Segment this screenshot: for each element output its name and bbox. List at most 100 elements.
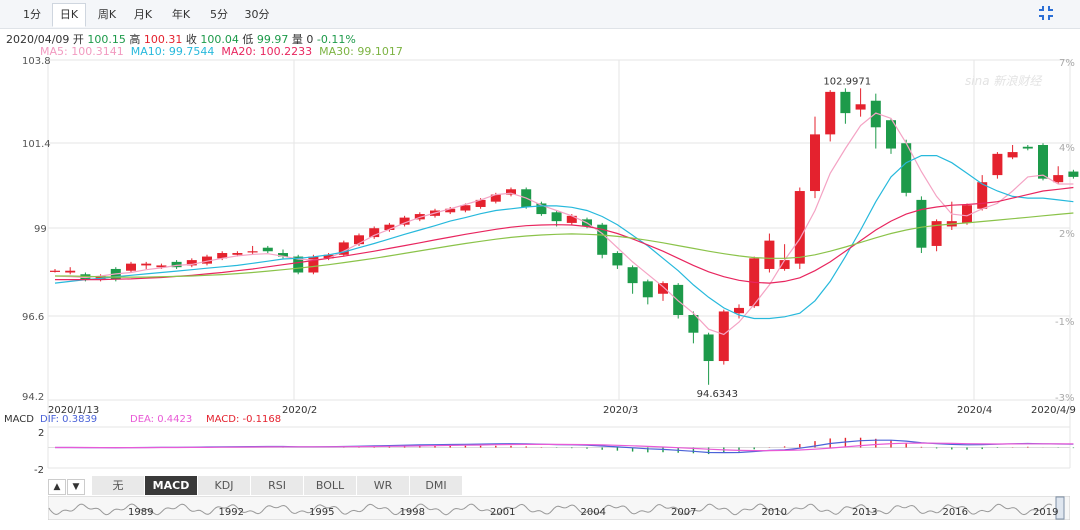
tab-indicator-macd[interactable]: MACD (145, 476, 198, 495)
expand-icon[interactable] (1038, 5, 1054, 21)
candle-body (658, 283, 668, 294)
navigator-year-label: 2019 (1033, 507, 1058, 518)
candle-body (931, 221, 942, 246)
candle-body (825, 91, 836, 135)
candle-body (779, 260, 790, 269)
dea-legend: DEA: 0.4423 (130, 414, 192, 425)
macd-legend: MACD DIF: 0.3839 DEA: 0.4423 MACD: -0.11… (4, 414, 281, 425)
candle-body (536, 203, 547, 215)
volume-value: 0 (306, 33, 314, 46)
candle-body (490, 194, 501, 202)
tab-indicator-kdj[interactable]: KDJ (198, 476, 251, 495)
candle-body (354, 235, 364, 245)
macd-tick-label: 2 (38, 428, 44, 439)
candle-body (141, 263, 152, 266)
candle-body (65, 270, 76, 273)
candle-body (1038, 145, 1048, 179)
x-tick-label: 2020/4/9 (1031, 405, 1076, 416)
navigator-year-label: 2001 (490, 507, 515, 518)
macd-title: MACD (4, 414, 34, 425)
ma20-legend: MA20: 100.2233 (221, 45, 313, 58)
candle-body (126, 263, 136, 271)
candle-body (278, 253, 288, 257)
dif-line (55, 439, 1074, 454)
candle-body (840, 91, 851, 114)
candle-body (399, 217, 410, 225)
volume-label: 量 (291, 33, 303, 46)
macd-value-legend: MACD: -0.1168 (206, 414, 281, 425)
y-tick-label: 94.2 (22, 392, 44, 403)
close-label: 收 (185, 33, 197, 46)
y-tick-label: 99 (34, 224, 47, 235)
navigator-handle[interactable] (1055, 496, 1065, 520)
tab-5min[interactable]: 5分 (210, 8, 228, 21)
candle-body (810, 134, 820, 192)
percent-axis: 7% 4% 2% -1% -3% (1055, 58, 1075, 404)
tab-yearly-k[interactable]: 年K (171, 8, 191, 21)
min-annotation: 94.6343 (697, 389, 738, 400)
candle-body (642, 281, 653, 298)
candle-body (794, 191, 805, 264)
candle-body (688, 315, 699, 333)
range-navigator[interactable]: 1989 1992 1995 1998 2001 2004 2007 2010 2013 2016… (48, 496, 1070, 520)
dea-line (55, 442, 1074, 452)
tab-indicator-rsi[interactable]: RSI (251, 476, 304, 495)
candle-body (369, 228, 380, 238)
candle-body (703, 334, 714, 362)
tab-indicator-wr[interactable]: WR (357, 476, 410, 495)
low-value: 99.97 (256, 33, 289, 46)
candle-body (232, 253, 243, 255)
sina-watermark: sina 新浪财经 (965, 74, 1043, 88)
pct-tick-label: 2% (1059, 229, 1075, 240)
ma-legend: MA5: 100.3141 MA10: 99.7544 MA20: 100.22… (40, 45, 403, 59)
low-label: 低 (242, 33, 254, 46)
change-value: -0.11% (316, 33, 356, 46)
pct-tick-label: 4% (1059, 143, 1075, 154)
macd-panel (48, 437, 1075, 455)
tab-indicator-boll[interactable]: BOLL (304, 476, 357, 495)
high-label: 高 (129, 33, 141, 46)
candle-body (171, 261, 182, 268)
price-axis: 103.8 101.4 99 96.6 94.2 (22, 56, 51, 403)
period-tab-bar: 1分 日K 周K 月K 年K 5分 30分 (0, 0, 1080, 29)
candle-body (1007, 152, 1018, 158)
candle-body (627, 267, 638, 284)
tab-weekly-k[interactable]: 周K (97, 8, 117, 21)
x-tick-label: 2020/1/13 (48, 405, 99, 416)
tab-indicator-none[interactable]: 无 (92, 476, 145, 495)
candle-body (612, 253, 623, 266)
scroll-up-button[interactable]: ▲ (48, 479, 66, 495)
ma10-legend: MA10: 99.7544 (130, 45, 215, 58)
chart-grid (47, 59, 1071, 469)
candle-body (1022, 146, 1033, 149)
tab-monthly-k[interactable]: 月K (133, 8, 153, 21)
navigator-track (48, 496, 1070, 520)
candle-body (886, 120, 896, 149)
kline-chart[interactable]: sina 新浪财经 103.8 101.4 99 96.6 94.2 7% 4%… (0, 55, 1080, 475)
candle-body (992, 153, 1003, 176)
candle-body (308, 256, 319, 273)
candle-body (50, 270, 60, 272)
navigator-year-label: 1998 (400, 507, 425, 518)
navigator-year-label: 2010 (762, 507, 787, 518)
ma30-legend: MA30: 99.1017 (319, 45, 403, 58)
candle-series (50, 88, 1079, 385)
candle-body (475, 199, 486, 207)
candle-body (506, 189, 516, 195)
navigator-year-label: 1992 (219, 507, 244, 518)
high-value: 100.31 (143, 33, 183, 46)
candle-body (566, 215, 577, 223)
candle-body (764, 240, 775, 269)
tab-1min[interactable]: 1分 (23, 8, 41, 21)
navigator-year-label: 1995 (309, 507, 334, 518)
x-tick-label: 2020/2 (282, 405, 317, 416)
ma20-line (55, 186, 1074, 284)
tab-30min[interactable]: 30分 (244, 8, 270, 21)
candle-body (855, 104, 866, 110)
candle-body (445, 208, 456, 213)
tab-indicator-dmi[interactable]: DMI (410, 476, 463, 495)
navigator-year-label: 2013 (852, 507, 877, 518)
scroll-down-button[interactable]: ▼ (67, 479, 85, 495)
tab-daily-k[interactable]: 日K (52, 3, 86, 27)
open-label: 开 (72, 33, 84, 46)
